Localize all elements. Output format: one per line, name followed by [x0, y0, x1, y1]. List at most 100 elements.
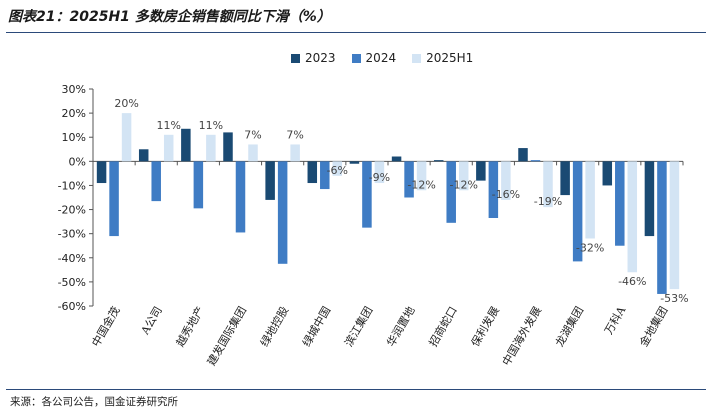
y-tick-label: -50% — [58, 276, 86, 289]
data-label-2025H1-1: 11% — [156, 119, 180, 132]
bar-2025H1-0 — [121, 113, 132, 162]
x-category-label-12: 万科A — [601, 303, 629, 337]
x-category-label-4: 绿地控股 — [257, 304, 291, 349]
chart-legend: 2023 2024 2025H1 — [291, 51, 473, 65]
data-label-2025H1-9: -16% — [492, 188, 520, 201]
chart-bars — [96, 113, 680, 294]
chart-data-labels: 20% 11% 11% 7% 7% -6% -9% -12% -12% -16% -19% -32% -… — [114, 97, 688, 305]
legend-swatch-2025H1 — [412, 53, 422, 63]
bar-2023-11 — [560, 161, 570, 196]
bar-2025H1-4 — [290, 144, 300, 162]
y-tick-label: 10% — [62, 131, 86, 144]
bar-2023-4 — [265, 161, 275, 200]
title-divider — [6, 32, 706, 33]
data-label-2025H1-7: -12% — [407, 178, 435, 191]
y-tick-label: -60% — [58, 300, 86, 313]
bar-2024-2 — [193, 161, 204, 209]
bar-2025H1-9 — [501, 161, 511, 200]
y-tick-label: -30% — [58, 228, 86, 241]
data-label-2025H1-10: -19% — [534, 195, 562, 208]
y-tick-label: -40% — [58, 252, 86, 265]
bar-2024-4 — [277, 161, 288, 264]
bar-2023-12 — [602, 161, 613, 186]
x-category-label-13: 金地集团 — [636, 304, 670, 349]
footer-divider — [6, 389, 706, 390]
data-label-2025H1-4: 7% — [286, 128, 303, 141]
bar-2024-0 — [109, 161, 119, 237]
data-label-2025H1-8: -12% — [450, 178, 478, 191]
bar-2023-1 — [138, 149, 149, 162]
x-category-label-11: 龙湖集团 — [552, 304, 586, 349]
bar-2023-10 — [518, 148, 528, 162]
x-category-label-8: 招商蛇口 — [426, 304, 460, 349]
legend-swatch-2024 — [351, 53, 361, 63]
data-label-2025H1-12: -46% — [618, 275, 646, 288]
bar-2025H1-10 — [543, 161, 553, 208]
bar-2024-8 — [446, 161, 456, 223]
bar-2023-2 — [181, 128, 191, 162]
bar-2025H1-13 — [669, 161, 680, 290]
legend-item-2024: 2024 — [351, 51, 397, 65]
bar-2024-12 — [615, 161, 625, 246]
x-category-label-10: 中国海外发展 — [499, 304, 544, 368]
bar-2023-8 — [433, 160, 444, 162]
bar-2025H1-8 — [458, 161, 469, 191]
bar-2023-0 — [96, 161, 107, 184]
legend-item-2025H1: 2025H1 — [412, 51, 473, 65]
bar-2023-5 — [307, 161, 318, 184]
legend-label-2023: 2023 — [305, 51, 336, 65]
bar-2024-11 — [572, 161, 583, 262]
bar-2023-7 — [391, 156, 402, 162]
y-tick-label: -20% — [58, 204, 86, 217]
source-note: 来源：各公司公告，国金证券研究所 — [10, 396, 178, 408]
x-category-label-5: 绿城中国 — [299, 304, 333, 349]
chart-axes: 30% 20% 10% 0% -10% -20% -30% -40% -50% -60% — [58, 83, 684, 313]
x-category-label-1: A公司 — [138, 304, 165, 337]
bar-2024-7 — [404, 161, 414, 198]
x-category-label-6: 滨江集团 — [341, 304, 375, 349]
data-label-2025H1-5: -6% — [327, 164, 348, 177]
figure-title: 图表21：2025H1 多数房企销售额同比下滑（%） — [8, 9, 331, 25]
data-label-2025H1-13: -53% — [660, 292, 688, 305]
bar-2025H1-5 — [332, 161, 343, 176]
data-label-2025H1-11: -32% — [576, 241, 604, 254]
bar-2025H1-6 — [374, 161, 385, 184]
bar-2024-5 — [320, 161, 330, 190]
bar-2025H1-11 — [585, 161, 595, 239]
legend-label-2024: 2024 — [365, 51, 397, 65]
bar-2023-3 — [223, 132, 233, 162]
y-tick-label: -10% — [58, 179, 86, 192]
legend-label-2025H1: 2025H1 — [426, 51, 474, 65]
bar-2024-1 — [151, 161, 161, 202]
bar-2024-13 — [657, 161, 667, 294]
bar-2024-9 — [488, 161, 499, 218]
data-label-2025H1-6: -9% — [369, 171, 390, 184]
x-category-label-9: 保利发展 — [468, 304, 502, 349]
x-category-label-7: 华润置地 — [384, 304, 418, 349]
legend-item-2023: 2023 — [291, 51, 336, 65]
data-label-2025H1-0: 20% — [114, 97, 138, 110]
y-tick-label: 0% — [69, 155, 86, 168]
bar-2023-13 — [644, 161, 655, 237]
bar-2024-10 — [530, 160, 541, 162]
y-tick-label: 30% — [62, 83, 86, 96]
legend-swatch-2023 — [291, 53, 300, 63]
bar-2025H1-1 — [163, 134, 174, 162]
bar-2023-6 — [349, 161, 360, 164]
data-label-2025H1-3: 7% — [244, 128, 261, 141]
bar-2025H1-12 — [627, 161, 638, 273]
bar-2024-3 — [235, 161, 246, 233]
x-category-label-0: 中国金茂 — [89, 304, 123, 349]
x-category-label-2: 越秀地产 — [173, 304, 207, 349]
bar-2025H1-3 — [248, 144, 258, 162]
bar-2024-6 — [362, 161, 372, 228]
bar-2025H1-2 — [206, 134, 216, 162]
x-category-label-3: 建发国际集团 — [204, 304, 249, 368]
y-tick-label: 20% — [62, 107, 86, 120]
data-label-2025H1-2: 11% — [199, 119, 223, 132]
bar-2023-9 — [476, 161, 486, 181]
bar-2025H1-7 — [416, 161, 427, 191]
